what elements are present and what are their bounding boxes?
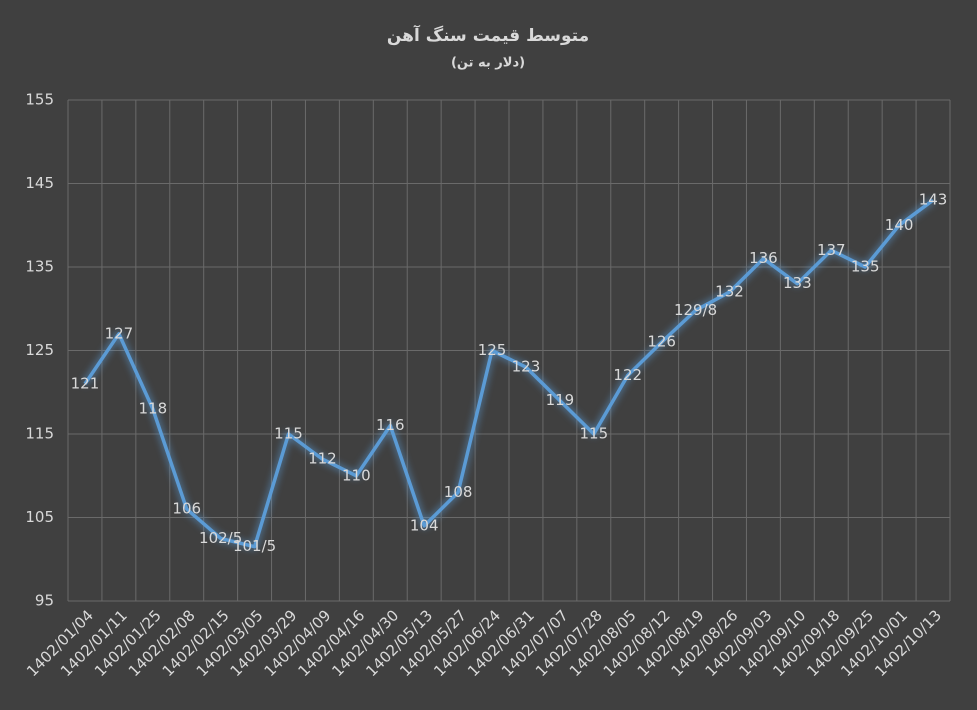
data-label: 122 [613,366,642,384]
y-tick-label: 155 [25,91,54,109]
y-tick-label: 115 [25,425,54,443]
data-label: 116 [376,416,405,434]
chart-title: متوسط قیمت سنگ آهن [387,24,589,46]
data-label: 102/5 [199,529,242,547]
data-label: 121 [71,374,100,392]
data-label: 137 [817,241,846,259]
y-tick-label: 135 [25,258,54,276]
data-label: 119 [546,391,575,409]
data-label: 136 [749,249,778,267]
y-tick-label: 105 [25,508,54,526]
chart-subtitle: (دلار به تن) [451,56,525,71]
data-label: 125 [478,341,507,359]
data-label: 135 [851,258,880,276]
data-label: 118 [138,399,167,417]
data-label: 126 [647,333,676,351]
data-label: 104 [410,516,439,534]
data-label: 123 [512,358,541,376]
data-label: 140 [885,216,914,234]
data-label: 115 [274,425,303,443]
data-label: 106 [172,500,201,518]
data-label: 110 [342,466,371,484]
data-label: 112 [308,450,337,468]
data-label: 143 [919,191,948,209]
data-label: 115 [579,425,608,443]
y-tick-label: 145 [25,174,54,192]
y-tick-label: 125 [25,341,54,359]
data-label: 129/8 [674,301,717,319]
data-label: 133 [783,274,812,292]
y-tick-label: 95 [35,592,54,610]
data-label: 132 [715,283,744,301]
data-label: 101/5 [233,537,276,555]
data-label: 127 [105,324,134,342]
line [83,198,935,549]
data-label: 108 [444,483,473,501]
